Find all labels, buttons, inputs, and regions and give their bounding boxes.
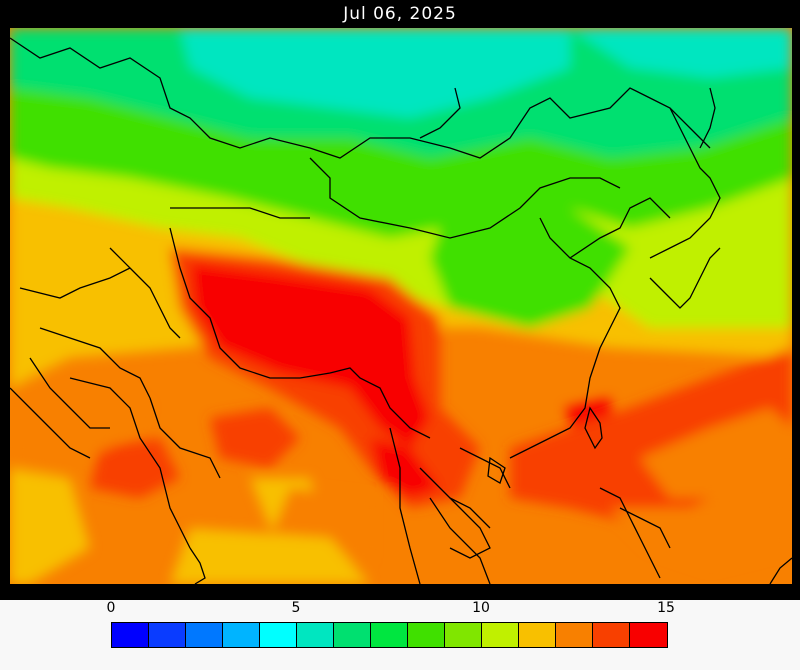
legend-swatch-3 [223, 623, 260, 647]
legend-tick-label: 5 [291, 600, 301, 616]
legend-swatch-9 [445, 623, 482, 647]
legend-colorbar [111, 622, 668, 648]
country-boundaries [10, 37, 792, 584]
legend-swatch-5 [297, 623, 334, 647]
legend-swatch-8 [408, 623, 445, 647]
legend-swatch-6 [334, 623, 371, 647]
legend-swatch-1 [149, 623, 186, 647]
legend-swatch-10 [482, 623, 519, 647]
heat-map [10, 28, 792, 584]
legend-swatch-11 [519, 623, 556, 647]
legend-swatch-13 [593, 623, 630, 647]
legend-tick-label: 0 [106, 600, 116, 616]
legend-swatch-2 [186, 623, 223, 647]
legend-swatch-7 [371, 623, 408, 647]
legend-swatch-12 [556, 623, 593, 647]
map-frame: Jul 06, 2025 [0, 0, 800, 600]
legend-tick-label: 10 [472, 600, 490, 616]
legend-ticks: 0 5 10 15 [0, 600, 800, 620]
legend-swatch-14 [630, 623, 667, 647]
legend-tick-label: 15 [657, 600, 675, 616]
map-title: Jul 06, 2025 [343, 4, 457, 24]
color-fields [10, 28, 792, 584]
heat-map-svg [10, 28, 792, 584]
legend-swatch-4 [260, 623, 297, 647]
legend-swatch-0 [112, 623, 149, 647]
